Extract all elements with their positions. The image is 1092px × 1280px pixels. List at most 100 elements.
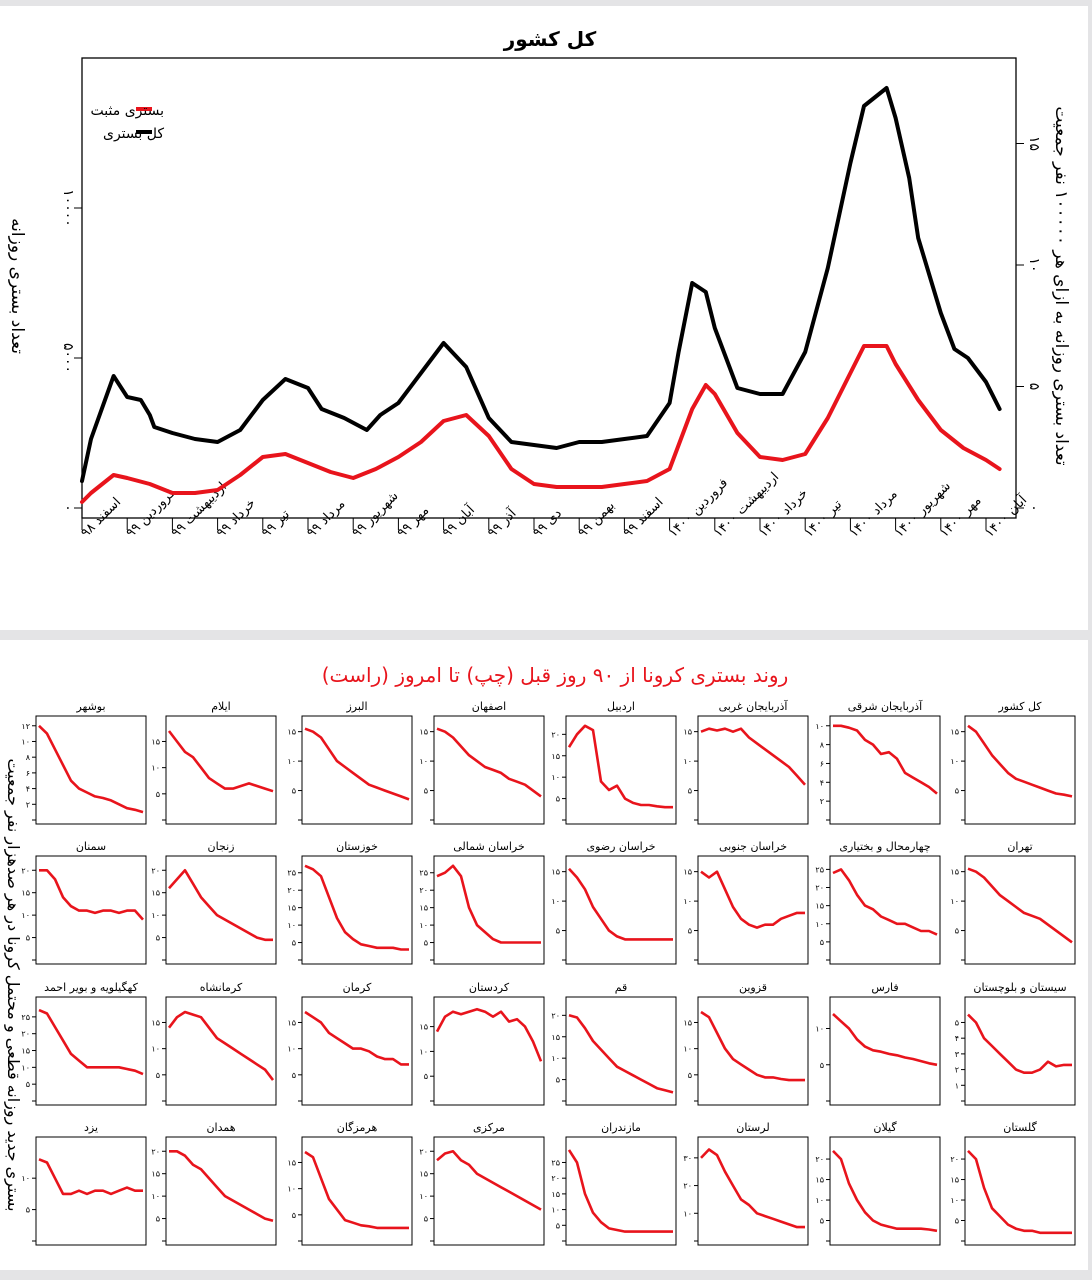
province-frame bbox=[433, 1136, 545, 1246]
y-axis-left-label: تعداد بستری روزانه bbox=[7, 218, 27, 354]
province-tick-label: ۱۵ bbox=[815, 1176, 824, 1185]
province-frame bbox=[35, 855, 147, 965]
province-tick-label: ۲۰ bbox=[815, 884, 824, 893]
grid-title: روند بستری کرونا از ۹۰ روز قبل (چپ) تا ا… bbox=[322, 663, 789, 688]
province-panel: لرستان ۱۰ ۲۰ ۳۰ bbox=[683, 1121, 809, 1246]
province-series-line bbox=[38, 1008, 144, 1076]
province-tick-label: ۲ bbox=[26, 800, 30, 809]
province-tick-label: ۱۰ bbox=[950, 897, 959, 906]
province-tick-label: ۵ bbox=[955, 1018, 959, 1027]
province-tick-label: ۱۵ bbox=[551, 868, 560, 877]
province-tick-label: ۱۰ bbox=[287, 757, 296, 766]
province-frame bbox=[301, 996, 413, 1106]
province-small-multiples: روند بستری کرونا از ۹۰ روز قبل (چپ) تا ا… bbox=[3, 663, 1076, 1246]
province-tick-label: ۱۰ bbox=[683, 1209, 692, 1218]
province-frame bbox=[829, 1136, 941, 1246]
province-title: کهگیلویه و بویر احمد bbox=[44, 981, 138, 994]
province-tick-label: ۴ bbox=[820, 778, 824, 787]
province-tick-label: ۱۵ bbox=[151, 1018, 160, 1027]
province-tick-label: ۸ bbox=[820, 741, 825, 750]
province-tick-label: ۱۵ bbox=[950, 1176, 959, 1185]
province-series-line bbox=[967, 724, 1073, 798]
province-series-line bbox=[700, 1010, 805, 1082]
province-tick-label: ۲۰ bbox=[21, 866, 30, 875]
province-title: قزوین bbox=[739, 981, 767, 994]
province-title: آذربایجان شرقی bbox=[848, 699, 923, 713]
province-tick-label: ۱۵ bbox=[21, 1047, 30, 1056]
province-series-line bbox=[169, 1150, 274, 1223]
province-tick-label: ۶ bbox=[820, 759, 824, 768]
province-tick-label: ۱۲ bbox=[21, 722, 30, 731]
province-panel: گلستان ۵ ۱۰ ۱۵ ۲۰ bbox=[950, 1121, 1076, 1246]
province-panel: خراسان رضوی ۵ ۱۰ ۱۵ bbox=[551, 840, 677, 965]
province-tick-label: ۱۰ bbox=[21, 911, 30, 920]
province-series-line bbox=[435, 1007, 543, 1062]
province-series-line bbox=[832, 1013, 938, 1067]
province-panel: خوزستان ۵ ۱۰ ۱۵ ۲۰ ۲۵ bbox=[287, 840, 413, 965]
province-frame bbox=[565, 855, 677, 965]
province-series-line bbox=[167, 1010, 275, 1081]
province-series-line bbox=[38, 724, 144, 814]
province-tick-label: ۱۰ bbox=[815, 920, 824, 929]
province-series-line bbox=[832, 1149, 938, 1233]
province-series-line bbox=[304, 1010, 409, 1066]
province-tick-label: ۱۵ bbox=[419, 1023, 428, 1032]
x-tick-label: دی ۹۹ bbox=[530, 506, 565, 541]
province-tick-label: ۵ bbox=[26, 1080, 30, 1089]
province-panel: خراسان جنوبی ۵ ۱۰ ۱۵ bbox=[683, 840, 809, 965]
province-tick-label: ۵ bbox=[424, 1072, 428, 1081]
province-title: گیلان bbox=[873, 1121, 897, 1134]
province-tick-label: ۱۰ bbox=[419, 921, 428, 930]
x-tick-label: مهر ۱۴۰۰ bbox=[937, 493, 985, 541]
province-frame bbox=[565, 996, 677, 1106]
province-series-line bbox=[967, 1013, 1072, 1074]
province-frame bbox=[964, 855, 1076, 965]
province-panel: کردستان ۵ ۱۰ ۱۵ bbox=[419, 981, 545, 1106]
province-tick-label: ۱۰ bbox=[551, 1054, 560, 1063]
province-frame bbox=[165, 715, 277, 825]
province-tick-label: ۲ bbox=[820, 797, 824, 806]
province-tick-label: ۱۵ bbox=[551, 1033, 560, 1042]
province-frame bbox=[165, 855, 277, 965]
province-title: خراسان جنوبی bbox=[719, 840, 787, 853]
province-tick-label: ۱۰ bbox=[21, 737, 30, 746]
province-frame bbox=[165, 996, 277, 1106]
province-tick-label: ۱۵ bbox=[419, 728, 428, 737]
provinces-chart-panel: روند بستری کرونا از ۹۰ روز قبل (چپ) تا ا… bbox=[0, 640, 1088, 1270]
province-frame bbox=[697, 715, 809, 825]
province-series-line bbox=[833, 724, 938, 795]
plot-frame bbox=[81, 57, 1017, 519]
province-tick-label: ۱۵ bbox=[950, 868, 959, 877]
y-left-tick-label: ۰ bbox=[60, 504, 76, 512]
province-panel: البرز ۵ ۱۰ ۱۵ bbox=[287, 700, 413, 825]
province-tick-label: ۶ bbox=[26, 769, 30, 778]
province-title: اصفهان bbox=[472, 700, 506, 713]
province-title: فارس bbox=[871, 981, 898, 994]
province-tick-label: ۱۰ bbox=[683, 1045, 692, 1054]
province-title: مازندران bbox=[601, 1121, 641, 1134]
province-panel: سیستان و بلوچستان ۱ ۲ ۳ ۴ ۵ bbox=[955, 981, 1076, 1106]
province-tick-label: ۱۰ bbox=[21, 1063, 30, 1072]
province-panel: آذربایجان شرقی ۲ ۴ ۶ ۸ ۱۰ bbox=[815, 699, 941, 825]
province-title: قم bbox=[615, 981, 628, 994]
province-panel: هرمزگان ۵ ۱۰ ۱۵ bbox=[287, 1121, 413, 1246]
province-tick-label: ۲ bbox=[955, 1066, 959, 1075]
province-tick-label: ۵ bbox=[820, 1217, 824, 1226]
province-series-line bbox=[39, 869, 144, 921]
x-tick-label: مرداد ۱۴۰۰ bbox=[847, 487, 901, 541]
province-tick-label: ۵ bbox=[156, 1215, 160, 1224]
province-tick-label: ۲۰ bbox=[21, 1030, 30, 1039]
province-series-line bbox=[304, 1150, 409, 1230]
province-tick-label: ۵ bbox=[955, 927, 959, 936]
province-tick-label: ۱۵ bbox=[419, 1170, 428, 1179]
province-tick-label: ۵ bbox=[424, 787, 428, 796]
province-series-line bbox=[700, 727, 806, 786]
legend-label-total: کل بستری bbox=[103, 126, 164, 142]
province-tick-label: ۲۵ bbox=[419, 869, 428, 878]
province-title: خراسان رضوی bbox=[586, 840, 655, 853]
province-title: کل کشور bbox=[997, 700, 1042, 713]
province-title: بوشهر bbox=[75, 700, 105, 713]
province-tick-label: ۱۰ bbox=[815, 1196, 824, 1205]
province-tick-label: ۱۵ bbox=[151, 1170, 160, 1179]
